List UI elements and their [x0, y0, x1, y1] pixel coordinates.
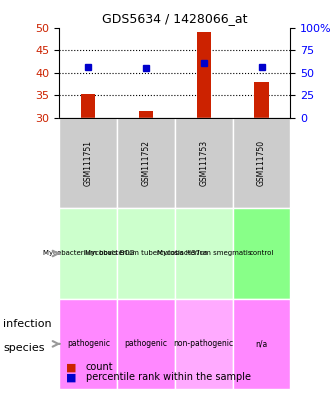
Text: pathogenic: pathogenic: [124, 340, 168, 348]
FancyBboxPatch shape: [233, 118, 290, 208]
FancyBboxPatch shape: [117, 299, 175, 389]
FancyBboxPatch shape: [175, 299, 233, 389]
Text: count: count: [86, 362, 114, 373]
FancyBboxPatch shape: [117, 118, 175, 208]
Text: infection: infection: [3, 319, 52, 329]
Bar: [81, 94, 95, 118]
Text: n/a: n/a: [255, 340, 268, 348]
FancyBboxPatch shape: [59, 208, 117, 299]
FancyBboxPatch shape: [175, 208, 233, 299]
Text: GSM111751: GSM111751: [84, 140, 93, 186]
Text: GSM111750: GSM111750: [257, 140, 266, 186]
FancyBboxPatch shape: [59, 299, 117, 389]
FancyBboxPatch shape: [59, 118, 117, 208]
Text: non-pathogenic: non-pathogenic: [174, 340, 234, 348]
Text: Mycobacterium smegmatis: Mycobacterium smegmatis: [156, 250, 251, 257]
Bar: [139, 111, 153, 118]
Text: GSM111753: GSM111753: [199, 140, 208, 186]
Text: Mycobacterium tuberculosis H37ra: Mycobacterium tuberculosis H37ra: [85, 250, 207, 257]
Text: species: species: [3, 343, 45, 353]
Text: Mycobacterium bovis BCG: Mycobacterium bovis BCG: [43, 250, 134, 257]
Text: GSM111752: GSM111752: [142, 140, 150, 186]
Text: control: control: [249, 250, 274, 257]
Text: percentile rank within the sample: percentile rank within the sample: [86, 372, 251, 382]
FancyBboxPatch shape: [117, 208, 175, 299]
FancyBboxPatch shape: [175, 118, 233, 208]
Bar: [197, 32, 211, 118]
Text: ■: ■: [66, 372, 77, 382]
Text: pathogenic: pathogenic: [67, 340, 110, 348]
Bar: [254, 82, 269, 118]
FancyBboxPatch shape: [233, 208, 290, 299]
Text: ■: ■: [66, 362, 77, 373]
FancyBboxPatch shape: [233, 299, 290, 389]
Title: GDS5634 / 1428066_at: GDS5634 / 1428066_at: [102, 12, 248, 25]
